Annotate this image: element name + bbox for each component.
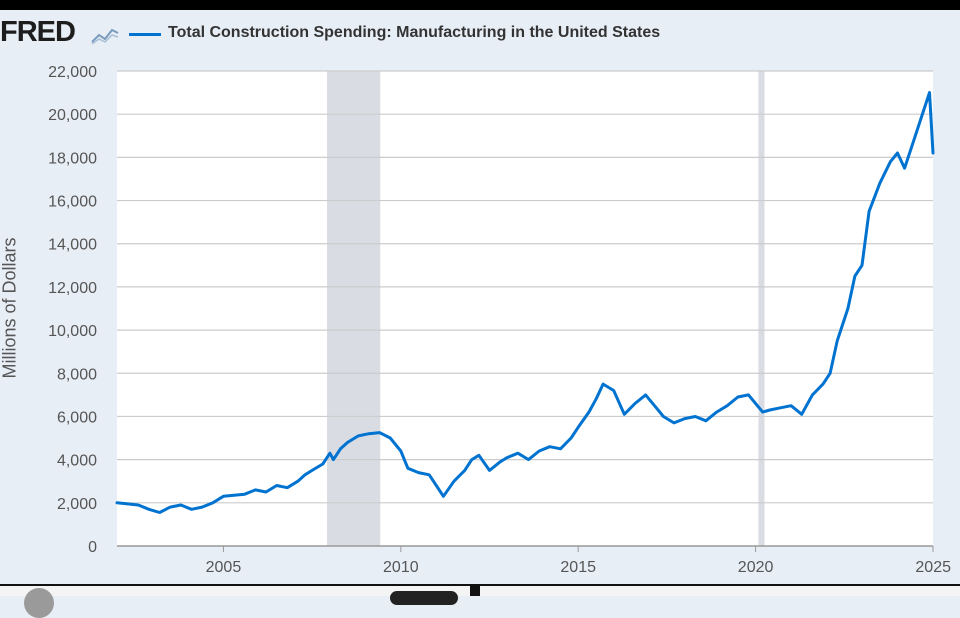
y-tick-label: 14,000 xyxy=(48,237,97,254)
y-tick-label: 8,000 xyxy=(57,366,97,383)
bottom-pill-button[interactable] xyxy=(390,591,458,605)
y-tick-label: 16,000 xyxy=(48,194,97,211)
y-tick-label: 4,000 xyxy=(57,453,97,470)
fred-logo[interactable]: FRED xyxy=(0,16,76,48)
x-tick-label: 2005 xyxy=(206,559,242,576)
y-tick-label: 6,000 xyxy=(57,409,97,426)
bottom-card-right xyxy=(480,586,960,596)
recession-shading xyxy=(327,71,765,546)
series-line xyxy=(115,91,935,514)
x-tick-label: 2020 xyxy=(738,559,774,576)
y-tick-label: 10,000 xyxy=(48,323,97,340)
line-chart-icon xyxy=(91,28,119,45)
x-tick-label: 2025 xyxy=(915,559,951,576)
y-tick-label: 12,000 xyxy=(48,280,97,297)
legend-label: Total Construction Spending: Manufacturi… xyxy=(168,24,661,41)
bottom-card-left xyxy=(0,586,470,596)
x-tick-labels: 2005 2010 2015 2020 2025 xyxy=(206,546,951,576)
plot-background xyxy=(117,71,933,546)
series-layer xyxy=(115,91,935,514)
y-tick-labels: 0 2,000 4,000 6,000 8,000 10,000 12,000 14,000 1… xyxy=(48,64,97,556)
y-tick-label: 22,000 xyxy=(48,64,97,81)
legend-swatch xyxy=(129,33,161,36)
x-tick-label: 2010 xyxy=(383,559,419,576)
y-tick-label: 0 xyxy=(88,539,97,556)
y-tick-label: 20,000 xyxy=(48,107,97,124)
y-tick-label: 2,000 xyxy=(57,496,97,513)
avatar[interactable] xyxy=(24,588,54,618)
y-tick-label: 18,000 xyxy=(48,150,97,167)
chart-area: 0 2,000 4,000 6,000 8,000 10,000 12,000 14,000 1… xyxy=(48,64,951,576)
recession-band xyxy=(758,71,765,546)
x-tick-label: 2015 xyxy=(560,559,596,576)
gridlines xyxy=(117,70,933,547)
recession-band xyxy=(327,71,381,546)
top-bar xyxy=(0,0,960,10)
